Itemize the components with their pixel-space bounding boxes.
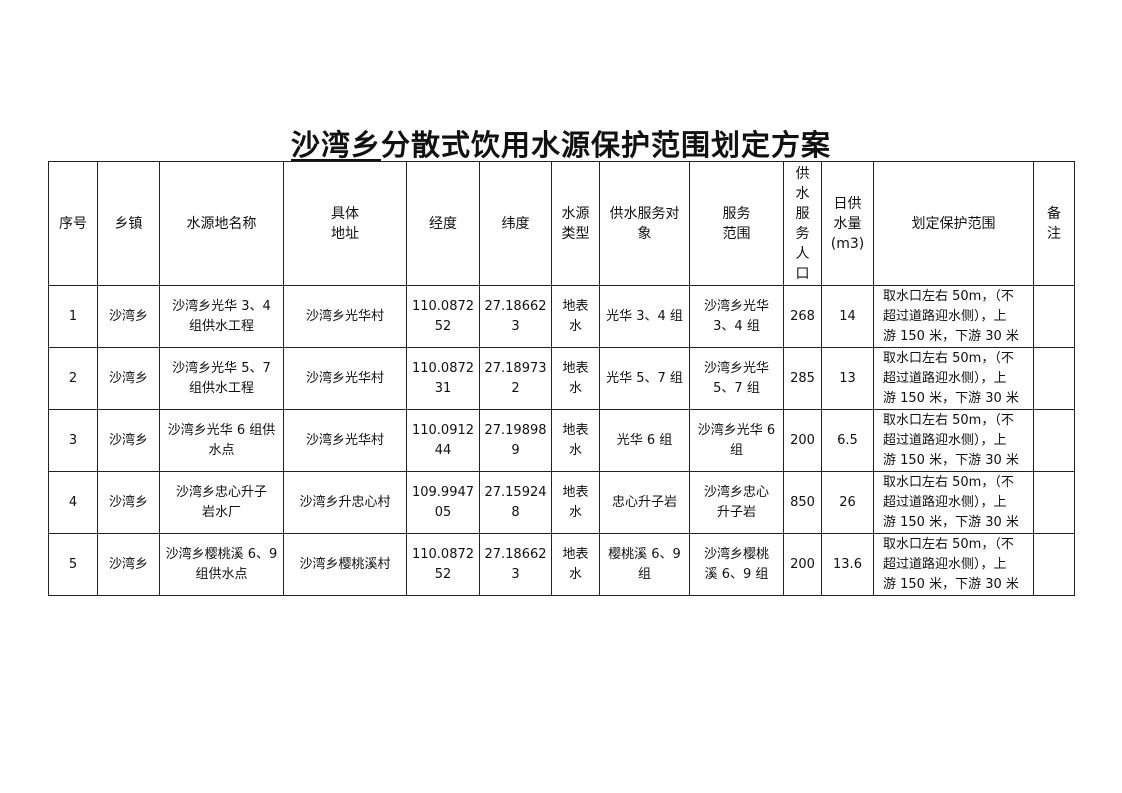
table-cell: 110.0872 52 [406, 285, 480, 348]
table-cell: 14 [821, 285, 874, 348]
table-cell: 沙湾乡樱桃 溪 6、9 组 [689, 533, 784, 596]
header-cell: 划定保护范围 [873, 161, 1034, 286]
table-row: 3 沙湾乡 沙湾乡光华 6 组供 水点 沙湾乡光华村 110.0912 44 27.198… [48, 409, 1075, 472]
table-cell: 沙湾乡 [97, 285, 160, 348]
table-header: 序号 乡镇 水源地名称 具体 地址 经度 纬度 水源 类型 供水服务对 象服务 范围供 水 服… [48, 161, 1075, 286]
header-cell: 经度 [406, 161, 480, 286]
table-cell: 樱桃溪 6、9 组 [599, 533, 690, 596]
table-cell: 850 [783, 471, 822, 534]
table-cell: 200 [783, 409, 822, 472]
table-cell: 6.5 [821, 409, 874, 472]
table-row: 5 沙湾乡 沙湾乡樱桃溪 6、9 组供水点 沙湾乡樱桃溪村 110.0872 52 27.… [48, 533, 1075, 596]
table-cell: 地表 水 [551, 285, 600, 348]
table-cell [1033, 409, 1075, 472]
header-cell: 纬度 [479, 161, 552, 286]
table-cell: 沙湾乡光华 6 组 [689, 409, 784, 472]
table-cell: 取水口左右 50m，（不 超过道路迎水侧），上 游 150 米，下游 30 米 [873, 347, 1034, 410]
table-cell: 光华 3、4 组 [599, 285, 690, 348]
title-underlined: 沙湾乡 [290, 128, 381, 162]
header-cell: 乡镇 [97, 161, 160, 286]
table-cell: 4 [48, 471, 98, 534]
table-cell: 13.6 [821, 533, 874, 596]
table-cell: 沙湾乡光华 3、4 组 [689, 285, 784, 348]
header-cell: 水源地名称 [159, 161, 284, 286]
table-cell: 沙湾乡光华 5、7 组供水工程 [159, 347, 284, 410]
water-source-table: 序号 乡镇 水源地名称 具体 地址 经度 纬度 水源 类型 供水服务对 象服务 范围供 水 服… [48, 161, 1075, 596]
table-cell: 沙湾乡升忠心村 [283, 471, 407, 534]
table-cell: 沙湾乡樱桃溪村 [283, 533, 407, 596]
table-cell: 27.18662 3 [479, 533, 552, 596]
table-cell: 取水口左右 50m，（不 超过道路迎水侧），上 游 150 米，下游 30 米 [873, 409, 1034, 472]
header-cell: 具体 地址 [283, 161, 407, 286]
header-cell: 供 水 服 务 人 口 [783, 161, 822, 286]
table-cell: 地表 水 [551, 347, 600, 410]
table-cell: 沙湾乡忠心 升子岩 [689, 471, 784, 534]
table-cell: 沙湾乡光华 5、7 组 [689, 347, 784, 410]
table-cell: 1 [48, 285, 98, 348]
table-cell: 27.15924 8 [479, 471, 552, 534]
table-cell: 285 [783, 347, 822, 410]
table-cell: 地表 水 [551, 409, 600, 472]
header-cell: 供水服务对 象 [599, 161, 690, 286]
table-cell: 110.0872 52 [406, 533, 480, 596]
table-row: 2 沙湾乡 沙湾乡光华 5、7 组供水工程 沙湾乡光华村 110.0872 31 27.1… [48, 347, 1075, 410]
table-cell: 沙湾乡樱桃溪 6、9 组供水点 [159, 533, 284, 596]
table-row: 1 沙湾乡 沙湾乡光华 3、4 组供水工程 沙湾乡光华村 110.0872 52 27.1… [48, 285, 1075, 348]
table-cell: 地表 水 [551, 533, 600, 596]
table-cell: 27.18973 2 [479, 347, 552, 410]
table-cell [1033, 347, 1075, 410]
table-cell: 沙湾乡 [97, 409, 160, 472]
table-cell [1033, 285, 1075, 348]
table-cell: 200 [783, 533, 822, 596]
table-cell [1033, 471, 1075, 534]
table-cell: 沙湾乡光华村 [283, 347, 407, 410]
table-cell: 110.0912 44 [406, 409, 480, 472]
header-cell: 序号 [48, 161, 98, 286]
document-title: 沙湾乡分散式饮用水源保护范围划定方案 [0, 122, 1122, 164]
table-cell: 沙湾乡 [97, 471, 160, 534]
header-cell: 日供 水量 (m3) [821, 161, 874, 286]
table-cell: 5 [48, 533, 98, 596]
header-cell: 备 注 [1033, 161, 1075, 286]
table-cell: 26 [821, 471, 874, 534]
table-cell: 27.19898 9 [479, 409, 552, 472]
table-cell: 沙湾乡光华村 [283, 285, 407, 348]
title-rest: 分散式饮用水源保护范围划定方案 [381, 128, 832, 162]
header-cell: 水源 类型 [551, 161, 600, 286]
table-cell: 忠心升子岩 [599, 471, 690, 534]
table-cell: 沙湾乡忠心升子 岩水厂 [159, 471, 284, 534]
table-cell: 110.0872 31 [406, 347, 480, 410]
table-cell: 取水口左右 50m，（不 超过道路迎水侧），上 游 150 米，下游 30 米 [873, 285, 1034, 348]
table-cell: 沙湾乡 [97, 533, 160, 596]
table-cell: 地表 水 [551, 471, 600, 534]
table-cell: 沙湾乡光华 6 组供 水点 [159, 409, 284, 472]
table-cell: 沙湾乡光华 3、4 组供水工程 [159, 285, 284, 348]
table-cell: 109.9947 05 [406, 471, 480, 534]
table-cell: 13 [821, 347, 874, 410]
table-cell: 2 [48, 347, 98, 410]
table-cell [1033, 533, 1075, 596]
table-cell: 取水口左右 50m，（不 超过道路迎水侧），上 游 150 米，下游 30 米 [873, 533, 1034, 596]
table-cell: 取水口左右 50m，（不 超过道路迎水侧），上 游 150 米，下游 30 米 [873, 471, 1034, 534]
table-cell: 沙湾乡光华村 [283, 409, 407, 472]
table-cell: 27.18662 3 [479, 285, 552, 348]
table-cell: 沙湾乡 [97, 347, 160, 410]
table-row: 4 沙湾乡 沙湾乡忠心升子 岩水厂 沙湾乡升忠心村 109.9947 05 27.1592… [48, 471, 1075, 534]
table-cell: 光华 5、7 组 [599, 347, 690, 410]
header-cell: 服务 范围 [689, 161, 784, 286]
table-cell: 3 [48, 409, 98, 472]
table-cell: 光华 6 组 [599, 409, 690, 472]
table-cell: 268 [783, 285, 822, 348]
